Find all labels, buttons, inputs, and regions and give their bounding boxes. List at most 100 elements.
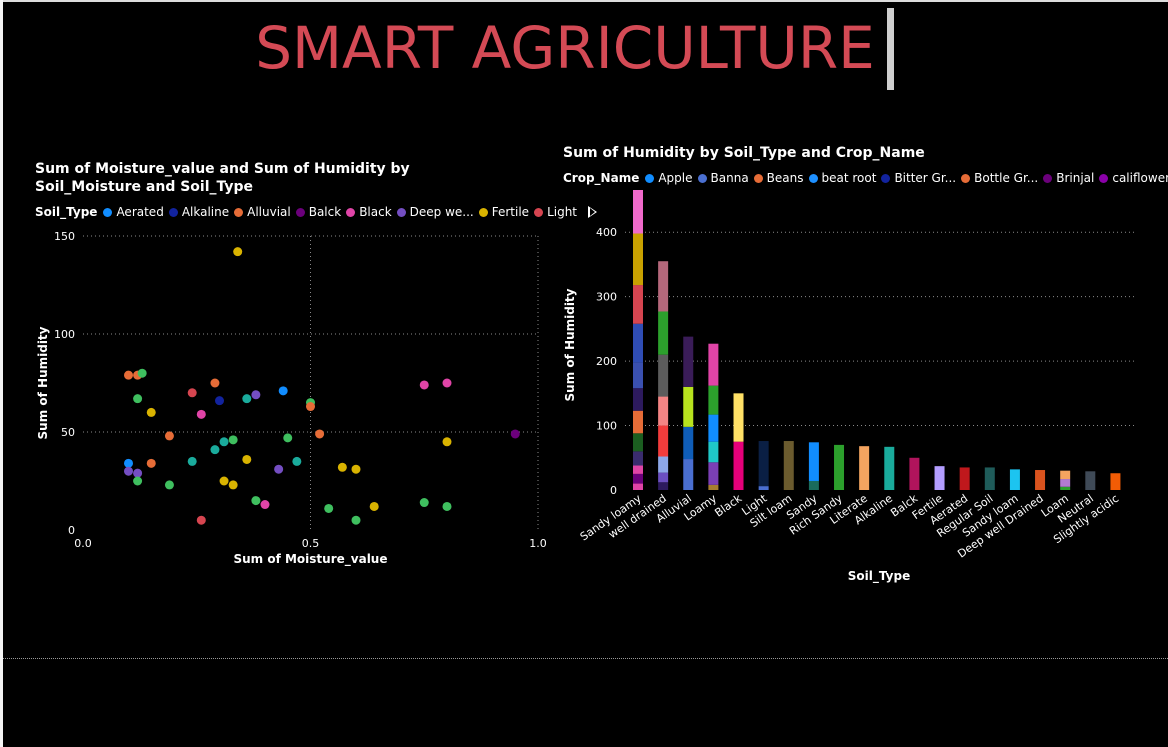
scatter-point[interactable] xyxy=(510,429,520,439)
bar-legend-item[interactable]: Bitter Gr... xyxy=(881,171,956,185)
scatter-legend-item[interactable]: Aerated xyxy=(103,205,164,219)
scatter-point[interactable] xyxy=(133,394,143,404)
scatter-point[interactable] xyxy=(292,456,302,466)
bar-segment[interactable] xyxy=(633,233,643,286)
bar-segment[interactable] xyxy=(733,393,744,442)
scatter-point[interactable] xyxy=(233,247,243,257)
bar-segment[interactable] xyxy=(633,190,643,234)
bar-segment[interactable] xyxy=(959,467,970,490)
scatter-point[interactable] xyxy=(242,394,252,404)
scatter-point[interactable] xyxy=(137,368,147,378)
scatter-point[interactable] xyxy=(419,498,429,508)
bar-segment[interactable] xyxy=(1085,471,1096,490)
bar-segment[interactable] xyxy=(808,442,819,481)
bar-legend-item[interactable]: Bottle Gr... xyxy=(961,171,1038,185)
bar-segment[interactable] xyxy=(683,459,694,490)
bar-segment[interactable] xyxy=(658,261,669,312)
bar-segment[interactable] xyxy=(633,323,643,363)
bar-segment[interactable] xyxy=(683,426,694,460)
scatter-point[interactable] xyxy=(351,515,361,525)
bar-segment[interactable] xyxy=(733,441,744,490)
bar-segment[interactable] xyxy=(909,457,920,490)
bar-segment[interactable] xyxy=(1035,470,1046,490)
scatter-legend-item[interactable]: Black xyxy=(346,205,392,219)
scatter-point[interactable] xyxy=(187,388,197,398)
bar-segment[interactable] xyxy=(808,480,819,490)
bar-segment[interactable] xyxy=(658,456,669,473)
bar-segment[interactable] xyxy=(884,446,895,490)
bar-segment[interactable] xyxy=(758,486,769,490)
scatter-point[interactable] xyxy=(442,437,452,447)
bar-segment[interactable] xyxy=(934,466,945,490)
bar-segment[interactable] xyxy=(633,410,643,434)
scatter-point[interactable] xyxy=(133,476,143,486)
bar-segment[interactable] xyxy=(1060,479,1071,487)
scatter-point[interactable] xyxy=(337,462,347,472)
bar-segment[interactable] xyxy=(708,462,719,485)
scatter-point[interactable] xyxy=(306,402,315,412)
scatter-legend-item[interactable]: Alkaline xyxy=(168,205,229,219)
scatter-point[interactable] xyxy=(228,480,238,490)
scatter-point[interactable] xyxy=(164,480,174,490)
scatter-point[interactable] xyxy=(210,378,220,388)
scatter-point[interactable] xyxy=(419,380,429,390)
bar-segment[interactable] xyxy=(708,441,719,463)
scatter-point[interactable] xyxy=(442,501,452,511)
bar-segment[interactable] xyxy=(683,386,694,427)
scatter-point[interactable] xyxy=(210,445,220,455)
bar-segment[interactable] xyxy=(683,336,694,387)
scatter-point[interactable] xyxy=(146,407,156,417)
bar-segment[interactable] xyxy=(783,441,794,490)
scatter-point[interactable] xyxy=(283,433,293,443)
scatter-legend-item[interactable]: Light xyxy=(534,205,577,219)
scatter-point[interactable] xyxy=(251,496,261,506)
scatter-point[interactable] xyxy=(324,503,334,513)
bar-segment[interactable] xyxy=(658,425,669,457)
scatter-point[interactable] xyxy=(242,454,252,464)
scatter-point[interactable] xyxy=(196,409,206,419)
bar-segment[interactable] xyxy=(708,414,719,442)
scatter-legend-item[interactable]: Balck xyxy=(295,205,341,219)
bar-segment[interactable] xyxy=(633,465,643,474)
bar-legend-item[interactable]: Brinjal xyxy=(1043,171,1094,185)
bar-legend-item[interactable]: beat root xyxy=(808,171,876,185)
bar-legend-item[interactable]: Apple xyxy=(645,171,693,185)
scatter-point[interactable] xyxy=(369,501,379,511)
bar-segment[interactable] xyxy=(658,311,669,355)
bar-legend-item[interactable]: califlower xyxy=(1099,171,1168,185)
bar-segment[interactable] xyxy=(633,483,643,490)
bar-segment[interactable] xyxy=(633,285,643,324)
scatter-point[interactable] xyxy=(260,500,270,510)
scatter-point[interactable] xyxy=(146,458,156,468)
bar-legend-item[interactable]: Beans xyxy=(753,171,804,185)
scatter-point[interactable] xyxy=(228,435,238,445)
bar-segment[interactable] xyxy=(658,482,669,490)
scatter-point[interactable] xyxy=(219,437,229,447)
scatter-point[interactable] xyxy=(315,429,325,439)
bar-segment[interactable] xyxy=(658,396,669,426)
scatter-legend-item[interactable]: Deep we... xyxy=(396,205,474,219)
scatter-point[interactable] xyxy=(251,390,261,400)
scatter-point[interactable] xyxy=(124,370,133,380)
scatter-point[interactable] xyxy=(215,396,224,406)
scatter-point[interactable] xyxy=(133,468,143,478)
scatter-legend-item[interactable]: Alluvial xyxy=(234,205,291,219)
bar-segment[interactable] xyxy=(633,362,643,389)
scatter-point[interactable] xyxy=(442,378,452,388)
scatter-point[interactable] xyxy=(124,458,133,468)
bar-segment[interactable] xyxy=(633,433,643,452)
scatter-point[interactable] xyxy=(274,464,284,474)
bar-segment[interactable] xyxy=(708,385,719,415)
bar-legend-item[interactable]: Banna xyxy=(697,171,749,185)
scatter-legend-next-icon[interactable] xyxy=(588,206,598,218)
scatter-point[interactable] xyxy=(278,386,288,396)
bar-segment[interactable] xyxy=(708,343,719,386)
bar-segment[interactable] xyxy=(1009,469,1020,490)
bar-segment[interactable] xyxy=(708,484,719,490)
bar-segment[interactable] xyxy=(1060,470,1071,480)
bar-segment[interactable] xyxy=(633,451,643,466)
scatter-point[interactable] xyxy=(164,431,174,441)
bar-segment[interactable] xyxy=(658,472,669,483)
bar-segment[interactable] xyxy=(633,388,643,411)
scatter-legend-item[interactable]: Fertile xyxy=(478,205,529,219)
